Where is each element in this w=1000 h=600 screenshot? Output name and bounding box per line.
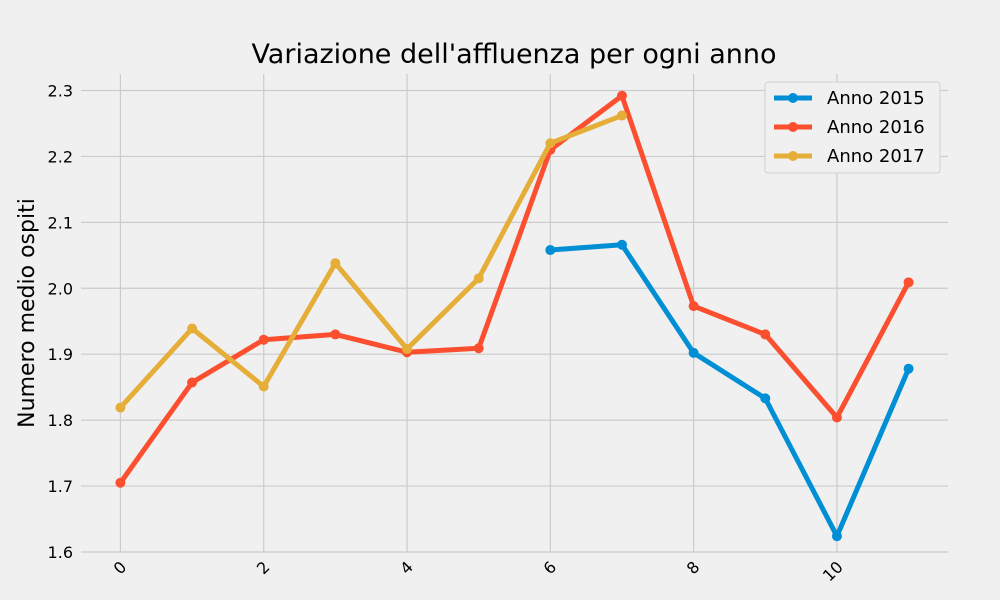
- legend-label: Anno 2017: [827, 146, 925, 167]
- y-tick-label: 1.7: [48, 477, 73, 496]
- x-tick-label: 2: [253, 557, 274, 578]
- legend-box: [764, 81, 941, 174]
- data-point: [258, 334, 269, 345]
- y-tick-label: 1.9: [48, 345, 73, 364]
- y-tick-label: 2.1: [48, 213, 73, 232]
- data-point: [760, 329, 771, 340]
- data-point: [831, 412, 842, 423]
- series-line: [117, 113, 625, 411]
- data-point: [545, 138, 556, 149]
- y-tick-label: 2.3: [48, 81, 73, 100]
- data-point: [545, 245, 556, 256]
- legend-marker: [788, 151, 798, 161]
- axis-ticks: 1.6 1.7 1.8 1.9 2.0 2.1 2.2 2.3 0 2 4 6 8 10: [48, 81, 847, 585]
- data-point: [330, 329, 341, 340]
- data-point: [688, 301, 699, 312]
- legend-item: Anno 2017: [774, 146, 925, 167]
- series-anno-2016: [115, 90, 914, 488]
- series-line: [117, 93, 912, 486]
- x-tick-label: 0: [110, 557, 131, 578]
- legend-item: Anno 2015: [774, 88, 925, 109]
- y-tick-label: 2.2: [48, 147, 73, 166]
- data-point: [616, 90, 627, 101]
- series-anno-2015: [545, 239, 914, 542]
- data-point: [616, 239, 627, 250]
- data-point: [473, 273, 484, 284]
- data-point: [330, 258, 341, 269]
- legend: Anno 2015 Anno 2016 Anno 2017: [764, 81, 941, 174]
- y-axis-label: Numero medio ospiti: [15, 198, 40, 428]
- data-point: [473, 343, 484, 354]
- legend-marker: [788, 122, 798, 132]
- data-point: [903, 277, 914, 288]
- data-point: [903, 363, 914, 374]
- series-anno-2017: [115, 110, 627, 413]
- legend-label: Anno 2016: [827, 117, 925, 138]
- y-tick-label: 1.8: [48, 411, 73, 430]
- x-tick-label: 10: [819, 557, 847, 585]
- x-tick-label: 8: [683, 557, 704, 578]
- data-point: [187, 377, 198, 388]
- x-tick-label: 6: [540, 557, 561, 578]
- legend-marker: [788, 93, 798, 103]
- data-point: [187, 323, 198, 334]
- data-point: [258, 381, 269, 392]
- x-tick-label: 4: [396, 557, 417, 578]
- chart-title: Variazione dell'affluenza per ogni anno: [251, 39, 776, 70]
- series-line: [547, 242, 912, 539]
- data-point: [402, 343, 413, 354]
- data-point: [616, 110, 627, 121]
- data-point: [760, 393, 771, 404]
- data-point: [831, 531, 842, 542]
- y-tick-label: 2.0: [48, 279, 73, 298]
- series-lines: [115, 90, 914, 542]
- legend-item: Anno 2016: [774, 117, 925, 138]
- legend-label: Anno 2015: [827, 88, 925, 109]
- y-tick-label: 1.6: [48, 543, 73, 562]
- data-point: [115, 477, 126, 488]
- data-point: [115, 402, 126, 413]
- data-point: [688, 347, 699, 358]
